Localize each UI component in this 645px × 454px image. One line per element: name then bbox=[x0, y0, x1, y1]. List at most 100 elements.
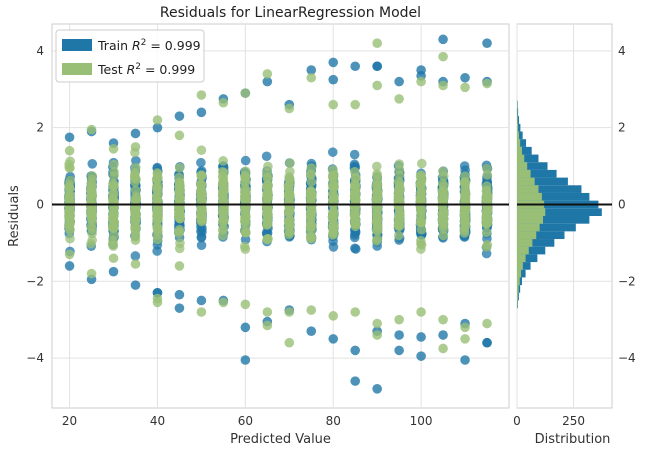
histogram-bar bbox=[517, 108, 519, 117]
data-point bbox=[372, 186, 383, 197]
data-point bbox=[196, 90, 207, 100]
data-point bbox=[438, 34, 448, 45]
data-point bbox=[196, 157, 206, 168]
data-point bbox=[328, 242, 339, 252]
data-point bbox=[240, 299, 251, 310]
histogram-bar bbox=[517, 146, 532, 155]
data-point bbox=[438, 80, 448, 91]
dist-x-tick-label: 250 bbox=[562, 414, 585, 428]
data-point bbox=[196, 145, 207, 155]
histogram-bar bbox=[517, 216, 590, 224]
data-point bbox=[108, 209, 119, 220]
data-point bbox=[394, 193, 405, 204]
data-point bbox=[394, 76, 404, 87]
data-point bbox=[394, 94, 404, 104]
data-point bbox=[108, 235, 118, 246]
data-point bbox=[305, 169, 316, 180]
legend-swatch bbox=[62, 39, 92, 51]
data-point bbox=[240, 355, 251, 365]
data-point bbox=[64, 162, 75, 173]
data-point bbox=[350, 345, 361, 356]
data-point bbox=[394, 330, 404, 340]
data-point bbox=[262, 69, 273, 79]
histogram-bar bbox=[517, 146, 522, 155]
data-point bbox=[196, 170, 207, 180]
data-point bbox=[109, 167, 119, 177]
data-point bbox=[350, 376, 361, 386]
data-point bbox=[240, 322, 251, 333]
y-axis-label: Residuals bbox=[7, 185, 22, 247]
x-tick-label: 80 bbox=[326, 414, 341, 428]
data-point bbox=[152, 224, 163, 235]
distribution-axis-label: Distribution bbox=[535, 432, 611, 447]
y-tick-label: −4 bbox=[26, 351, 44, 365]
data-point bbox=[349, 191, 360, 201]
data-point bbox=[460, 217, 470, 228]
data-point bbox=[394, 159, 405, 169]
data-point bbox=[262, 167, 272, 178]
data-point bbox=[305, 186, 316, 196]
data-point bbox=[438, 230, 449, 241]
data-point bbox=[174, 261, 185, 271]
data-point bbox=[460, 72, 470, 83]
data-point bbox=[328, 57, 339, 68]
histogram-bar bbox=[517, 154, 525, 163]
data-point bbox=[482, 78, 492, 89]
data-point bbox=[152, 209, 163, 220]
data-point bbox=[460, 82, 470, 93]
data-point bbox=[152, 297, 163, 308]
data-point bbox=[372, 330, 382, 340]
data-point bbox=[86, 268, 97, 279]
histogram-bar bbox=[517, 246, 546, 255]
data-point bbox=[175, 213, 185, 224]
x-tick-label: 40 bbox=[150, 414, 165, 428]
histogram-bar bbox=[517, 177, 535, 186]
histogram-bar bbox=[517, 262, 523, 270]
histogram-bar bbox=[517, 231, 565, 240]
data-point bbox=[482, 170, 493, 180]
data-point bbox=[240, 177, 250, 188]
data-point bbox=[284, 337, 295, 348]
data-point bbox=[305, 233, 316, 244]
dist-x-tick-label: 0 bbox=[513, 414, 521, 428]
data-point bbox=[130, 251, 141, 261]
data-point bbox=[262, 320, 273, 331]
histogram-bar bbox=[517, 262, 531, 270]
data-point bbox=[196, 203, 207, 214]
histogram-bar bbox=[517, 123, 521, 132]
data-point bbox=[371, 225, 382, 235]
histogram-bar bbox=[517, 254, 538, 263]
data-point bbox=[64, 132, 75, 143]
x-tick-label: 100 bbox=[410, 414, 433, 428]
data-point bbox=[349, 166, 360, 177]
histogram-bar bbox=[517, 239, 555, 247]
data-point bbox=[306, 198, 317, 208]
data-point bbox=[306, 72, 317, 83]
data-point bbox=[460, 206, 470, 216]
data-point bbox=[218, 297, 229, 308]
data-point bbox=[196, 295, 207, 306]
data-point bbox=[130, 259, 141, 269]
data-point bbox=[328, 311, 339, 321]
data-point bbox=[262, 233, 273, 244]
data-point bbox=[481, 242, 492, 252]
data-point bbox=[372, 169, 382, 179]
data-point bbox=[416, 351, 426, 361]
data-point bbox=[86, 174, 97, 185]
data-point bbox=[218, 187, 228, 197]
data-point bbox=[350, 243, 360, 254]
histogram-bar bbox=[517, 177, 568, 186]
data-point bbox=[306, 65, 317, 75]
data-point bbox=[152, 182, 162, 192]
histogram-bar bbox=[517, 139, 521, 147]
data-point bbox=[394, 210, 405, 220]
data-point bbox=[130, 128, 141, 139]
data-point bbox=[174, 224, 185, 235]
data-point bbox=[416, 307, 426, 317]
data-point bbox=[87, 228, 97, 239]
histogram-bar bbox=[517, 246, 529, 255]
y-tick-label: −2 bbox=[26, 274, 44, 288]
histogram-bar bbox=[517, 154, 539, 163]
data-point bbox=[196, 107, 207, 118]
